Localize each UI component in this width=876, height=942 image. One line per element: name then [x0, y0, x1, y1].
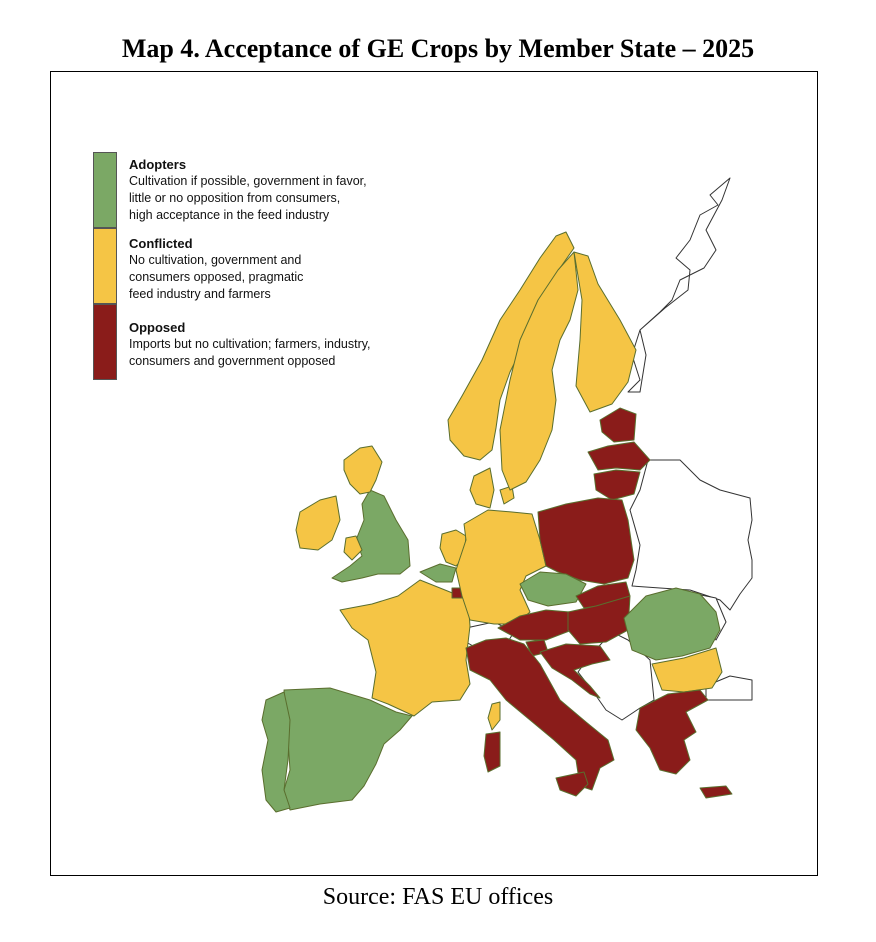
region-scotland	[343, 445, 383, 495]
map-title: Map 4. Acceptance of GE Crops by Member …	[121, 34, 755, 63]
region-ireland	[295, 495, 341, 551]
region-denmark	[469, 467, 495, 509]
legend-swatch-opposed	[93, 304, 117, 380]
region-estonia	[599, 407, 637, 443]
region-bulgaria	[651, 647, 723, 693]
region-czechia	[519, 571, 587, 607]
legend-line: little or no opposition from consumers,	[129, 191, 341, 205]
region-germany	[455, 509, 547, 625]
region-finland	[573, 251, 637, 413]
legend-entry-conflicted: Conflicted No cultivation, government an…	[129, 235, 303, 303]
legend-heading-conflicted: Conflicted	[129, 236, 193, 251]
map-frame	[50, 71, 818, 876]
legend-heading-adopters: Adopters	[129, 157, 187, 172]
belarus-ukraine-outline	[629, 459, 753, 611]
region-romania	[623, 587, 721, 661]
legend-line: feed industry and farmers	[129, 287, 271, 301]
legend-line: Imports but no cultivation; farmers, ind…	[129, 337, 371, 351]
region-latvia	[587, 441, 651, 471]
region-poland	[537, 497, 635, 585]
legend-line: consumers opposed, pragmatic	[129, 270, 304, 284]
source-note: Source: FAS EU offices	[322, 884, 554, 910]
region-crete	[699, 785, 733, 799]
region-denmark-isle	[499, 485, 515, 505]
region-sardinia	[483, 731, 501, 773]
legend-line: consumers and government opposed	[129, 354, 336, 368]
region-corsica	[487, 701, 501, 731]
region-uk	[331, 489, 411, 583]
region-croatia	[539, 643, 611, 699]
region-spain	[283, 687, 413, 811]
legend-entry-opposed: Opposed Imports but no cultivation; farm…	[129, 319, 371, 370]
legend-line: No cultivation, government and	[129, 253, 302, 267]
region-portugal	[261, 691, 291, 813]
region-france	[339, 579, 471, 717]
region-belgium	[419, 563, 457, 583]
region-greece	[635, 689, 709, 775]
legend-swatch-adopters	[93, 152, 117, 228]
region-sweden	[499, 251, 579, 491]
legend-line: Cultivation if possible, government in f…	[129, 174, 367, 188]
region-wales	[343, 535, 363, 561]
region-sicily	[555, 771, 589, 797]
legend-heading-opposed: Opposed	[129, 320, 186, 335]
region-lithuania	[593, 469, 641, 501]
legend-line: high acceptance in the feed industry	[129, 208, 330, 222]
member-regions	[261, 231, 733, 813]
legend-entry-adopters: Adopters Cultivation if possible, govern…	[129, 156, 367, 224]
region-italy	[465, 637, 615, 791]
region-hungary	[567, 595, 631, 645]
legend-swatch-conflicted	[93, 228, 117, 304]
russia-north-outline	[627, 177, 731, 393]
region-luxembourg	[451, 587, 463, 599]
